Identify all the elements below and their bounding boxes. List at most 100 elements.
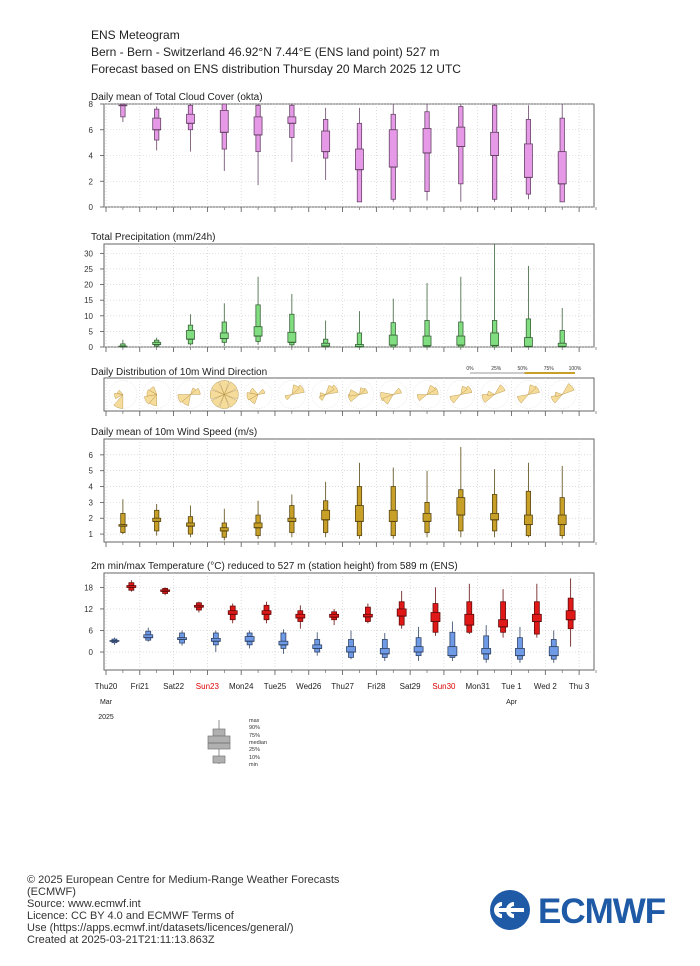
forecast-line: Forecast based on ENS distribution Thurs…	[91, 62, 461, 76]
wind-speed-frame	[103, 438, 595, 543]
cloud-box-outer-high	[390, 113, 396, 131]
meteogram-title: ENS Meteogram	[91, 28, 180, 42]
wind-speed-box-inner	[355, 505, 364, 522]
wind-speed-box-inner	[422, 513, 432, 522]
box-legend-label: 90%	[249, 725, 260, 731]
wind-speed-box-outer-high	[289, 505, 295, 519]
wind-rose-sector	[349, 389, 361, 397]
temperature-box-outer-low	[517, 655, 523, 660]
wind-rose-sector	[291, 384, 300, 396]
wind-speed-y-tick-label: 6	[89, 451, 94, 460]
cloud-box-outer-low	[221, 131, 227, 150]
wind-speed-box-outer-low	[424, 521, 430, 533]
temperature-box-outer-high	[280, 632, 287, 642]
wind-speed-box-outer-high	[525, 490, 532, 516]
wind-speed-box-outer-high	[154, 509, 160, 519]
precip-y-tick-label: 25	[84, 265, 93, 274]
temperature-box-outer-high	[398, 601, 405, 610]
temperature-box-inner	[261, 610, 272, 615]
wind-speed-box-outer-low	[559, 524, 565, 537]
temperature-box-outer-low	[348, 651, 354, 658]
wind-rose-ring	[176, 380, 205, 409]
cloud-box-inner	[321, 130, 331, 153]
wind-speed-box-outer-high	[187, 516, 194, 524]
precip-box-outer-low	[255, 335, 261, 342]
temperature-box-outer-high	[348, 639, 354, 648]
cloud-box-inner	[219, 110, 229, 133]
created-line: Created at 2025-03-21T21:11:13.863Z	[27, 934, 215, 946]
cloud-box-outer-low	[187, 122, 194, 131]
precip-y-tick-label: 10	[84, 312, 93, 321]
cloud-box-outer-high	[154, 108, 160, 119]
cloud-box-inner	[152, 117, 162, 131]
wind-rose-sector	[219, 380, 230, 396]
licence-line-2: Use (https://apps.ecmwf.int/datasets/lic…	[27, 922, 294, 934]
precip-box-outer-high	[289, 313, 295, 333]
wind-rose-sector	[392, 387, 402, 395]
precip-y-tick-label: 5	[89, 327, 94, 336]
location-line: Bern - Bern - Switzerland 46.92°N 7.44°E…	[91, 45, 440, 59]
temperature-box-inner	[447, 646, 458, 657]
cloud-box-outer-low	[525, 176, 532, 195]
wind-speed-box-outer-high	[424, 501, 430, 514]
precip-box-inner	[524, 337, 533, 347]
precip-box-outer-high	[525, 318, 532, 339]
wind-rose-sector	[550, 394, 563, 404]
temperature-box-outer-high	[533, 601, 540, 615]
precip-box-outer-high	[424, 320, 430, 337]
licence-line: Licence: CC BY 4.0 and ECMWF Terms of	[27, 910, 234, 922]
wind-speed-box-outer-low	[154, 521, 160, 532]
cloud-box-outer-low	[323, 151, 329, 159]
cloud-panel-title: Daily mean of Total Cloud Cover (okta)	[91, 92, 263, 103]
cloud-y-tick-label: 0	[89, 203, 94, 212]
temperature-box-outer-high	[246, 632, 253, 637]
cloud-box-outer-low	[356, 169, 363, 203]
cloud-box-outer-low	[289, 122, 295, 138]
rose-legend-label: 50%	[517, 366, 528, 372]
temperature-box-outer-high	[567, 597, 574, 612]
wind-rose-sector	[246, 392, 259, 401]
day-label: Tue 1	[501, 682, 522, 691]
wind-rose-ring	[108, 380, 138, 409]
temperature-box-inner	[481, 648, 492, 655]
cloud-box-outer-high	[356, 122, 363, 150]
wind-speed-box-outer-low	[255, 527, 261, 537]
wind-rose-ring	[311, 380, 340, 409]
precip-box-outer-high	[356, 332, 363, 345]
temperature-box-outer-low	[500, 626, 506, 633]
wind-rose-ring	[514, 380, 543, 409]
wind-rose-ring	[243, 380, 273, 409]
cloud-box-outer-high	[525, 119, 532, 145]
day-label: Mon24	[229, 682, 254, 691]
temperature-box-outer-high	[483, 635, 490, 649]
precip-box-inner	[287, 331, 297, 343]
wind-rose-sector	[223, 394, 238, 408]
temperature-box-inner	[464, 613, 475, 626]
temperature-box-outer-high	[432, 603, 439, 613]
temperature-box-outer-low	[280, 644, 287, 649]
temperature-box-outer-low	[246, 640, 253, 646]
temperature-box-inner	[498, 619, 508, 628]
temperature-box-outer-low	[483, 653, 490, 660]
wind-rose-sector	[517, 394, 529, 404]
wind-speed-box-inner	[456, 497, 466, 516]
wind-speed-box-inner	[490, 513, 500, 521]
temperature-box-outer-low	[432, 621, 439, 633]
temperature-box-inner	[565, 610, 576, 621]
copyright-line-2: (ECMWF)	[27, 886, 76, 898]
cloud-box-inner	[253, 116, 263, 136]
wind-speed-box-outer-low	[120, 525, 126, 533]
wind-speed-box-outer-high	[255, 514, 261, 524]
box-legend-label: 10%	[249, 755, 260, 761]
wind-rose-sector	[382, 394, 394, 405]
temperature-box-inner	[346, 646, 356, 653]
wind-rose-sector	[417, 394, 428, 402]
temperature-box-outer-high	[212, 632, 219, 639]
wind-speed-box-outer-high	[323, 500, 329, 511]
cloud-box-outer-low	[492, 155, 498, 200]
cloud-box-inner	[524, 143, 533, 178]
wind-speed-box-outer-low	[492, 519, 498, 532]
day-label: Sun30	[432, 682, 456, 691]
precip-box-inner	[388, 334, 398, 346]
